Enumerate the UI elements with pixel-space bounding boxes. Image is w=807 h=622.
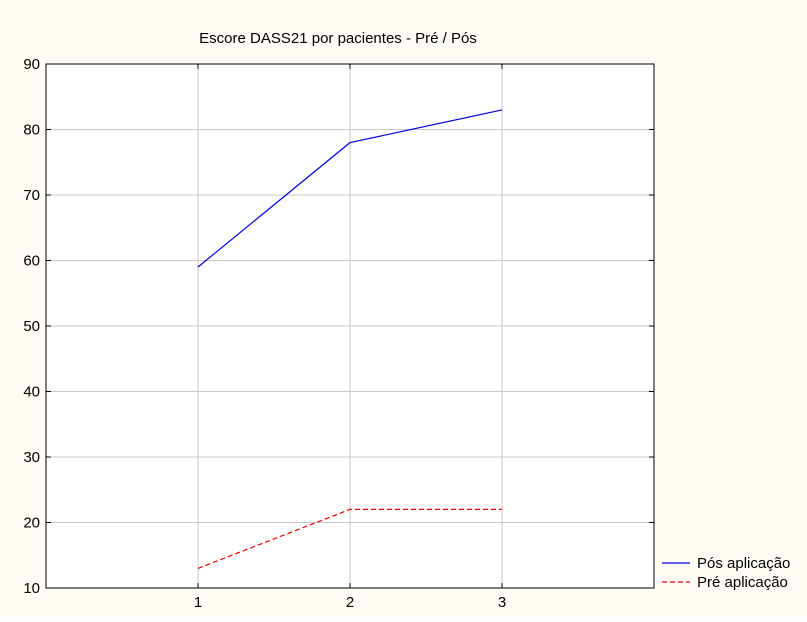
chart-title: Escore DASS21 por pacientes - Pré / Pós — [199, 30, 477, 47]
legend-label: Pré aplicação — [697, 574, 788, 591]
axis-ticks: 10 20 30 40 50 60 70 80 90 1 2 3 — [23, 56, 654, 611]
series-lines — [197, 109, 503, 569]
y-tick-label: 80 — [23, 122, 40, 139]
y-tick-label: 30 — [23, 449, 40, 466]
y-tick-label: 90 — [23, 56, 40, 73]
legend: Pós aplicação Pré aplicação — [662, 555, 790, 591]
y-tick-label: 10 — [23, 580, 40, 597]
series-line-pre-aplicacao — [197, 508, 502, 569]
y-tick-label: 50 — [23, 318, 40, 335]
x-tick-label: 1 — [194, 594, 202, 611]
series-line-pos-aplicacao — [197, 109, 503, 268]
y-tick-label: 20 — [23, 515, 40, 532]
x-tick-label: 2 — [346, 594, 354, 611]
y-tick-label: 60 — [23, 253, 40, 270]
x-tick-label: 3 — [498, 594, 506, 611]
legend-label: Pós aplicação — [697, 555, 790, 572]
grid-lines — [46, 64, 654, 588]
y-tick-label: 40 — [23, 384, 40, 401]
y-tick-label: 70 — [23, 187, 40, 204]
